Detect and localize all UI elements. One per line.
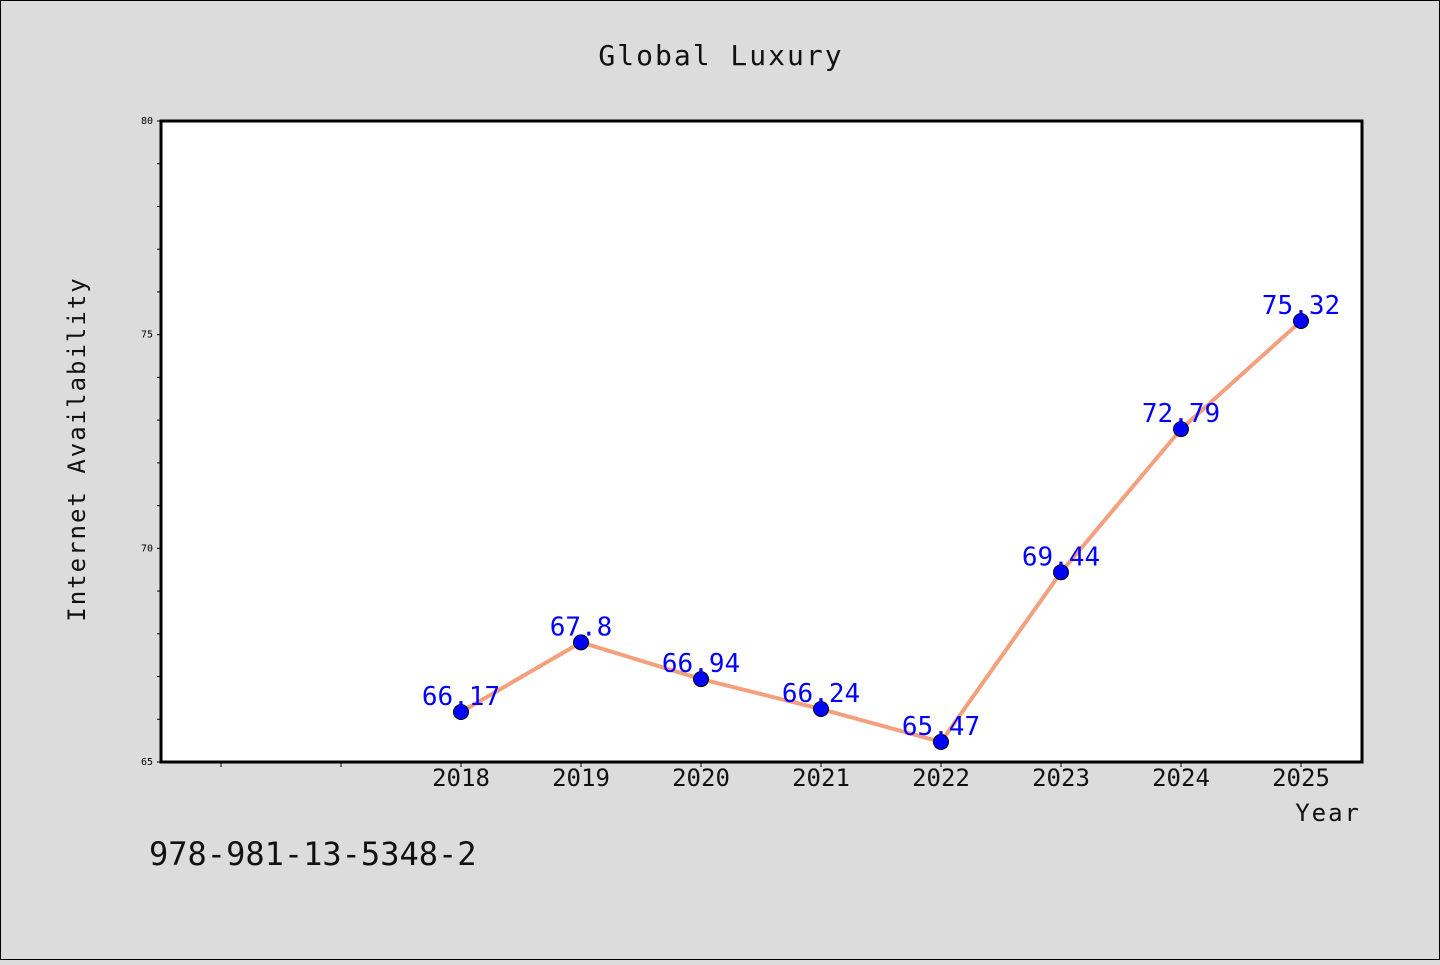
footer-code: 978-981-13-5348-2 (149, 835, 477, 873)
data-label: 75.32 (1262, 291, 1340, 321)
x-tick-label: 2023 (1032, 764, 1090, 792)
y-axis-label: Internet Availability (63, 276, 91, 621)
x-tick-label: 2019 (552, 764, 610, 792)
x-tick-label: 2022 (912, 764, 970, 792)
chart-title: Global Luxury (598, 39, 843, 72)
data-label: 66.24 (782, 679, 860, 709)
data-point (813, 701, 829, 718)
data-point (1053, 564, 1069, 581)
data-label: 72.79 (1142, 399, 1220, 429)
data-label: 65.47 (902, 712, 980, 742)
data-point (453, 704, 469, 721)
data-point (573, 634, 589, 651)
x-tick-label: 2020 (672, 764, 730, 792)
data-point (933, 733, 949, 750)
x-tick-label: 2024 (1152, 764, 1210, 792)
y-axis: 65 70 75 80 (141, 116, 161, 768)
y-tick-label: 75 (141, 330, 153, 341)
data-point (693, 671, 709, 688)
data-point (1173, 421, 1189, 438)
x-tick-label: 2025 (1272, 764, 1330, 792)
series-polyline (459, 319, 1303, 744)
data-label: 66.94 (662, 649, 740, 679)
series-line (459, 319, 1303, 744)
data-labels: 66.17 67.8 66.94 66.24 65.47 69.44 72.79 75.32 (422, 291, 1340, 742)
data-label: 66.17 (422, 682, 500, 712)
y-tick-label: 80 (141, 116, 153, 127)
plot-area (159, 119, 1364, 764)
x-tick-label: 2018 (432, 764, 490, 792)
data-label: 67.8 (550, 612, 613, 642)
data-point (1293, 312, 1309, 329)
series-markers (453, 312, 1309, 750)
y-tick-label: 65 (141, 757, 153, 768)
x-axis: 2018 2019 2020 2021 2022 2023 2024 2025 (220, 762, 1330, 792)
x-tick-label: 2021 (792, 764, 850, 792)
x-axis-label: Year (1295, 799, 1361, 827)
y-tick-label: 70 (141, 543, 153, 554)
data-label: 69.44 (1022, 542, 1100, 572)
